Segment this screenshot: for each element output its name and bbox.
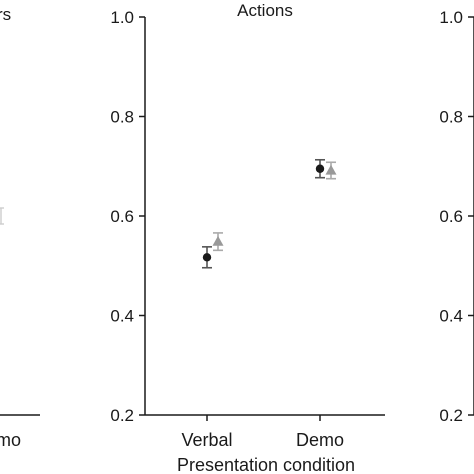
y-tick-label: 0.6 [110,207,134,226]
chart-title: Actions [237,1,293,20]
right-y-tick-label: 1.0 [439,8,463,27]
data-point-circle [202,253,212,262]
y-tick-label: 0.2 [110,406,134,425]
left-panel-triangle-marker [0,207,4,225]
right-y-tick-label: 0.6 [439,207,463,226]
right-panel: 1.0 0.8 0.6 0.4 0.2 [439,8,474,425]
y-tick-label: 0.8 [110,108,134,127]
left-panel-title: rs [0,5,11,24]
data-point-triangle [212,235,224,246]
data-marks [202,158,337,269]
left-panel-x-tick-label: mo [0,430,21,450]
y-ticks: 0.2 0.4 0.6 0.8 1.0 [110,8,145,425]
right-y-tick-label: 0.4 [439,307,463,326]
y-tick-label: 1.0 [110,8,134,27]
main-panel: Actions 0.2 0.4 0.6 0.8 1.0 Verbal Demo Prese… [110,1,385,474]
right-y-tick-label: 0.2 [439,406,463,425]
right-y-tick-label: 0.8 [439,108,463,127]
left-panel: rs mo [0,5,40,450]
x-tick-label: Demo [296,430,344,450]
y-tick-label: 0.4 [110,307,134,326]
data-point-triangle [325,164,337,175]
data-point-circle [315,164,325,173]
x-tick-label: Verbal [181,430,232,450]
x-axis-label: Presentation condition [177,455,355,474]
x-ticks: Verbal Demo [181,415,344,450]
